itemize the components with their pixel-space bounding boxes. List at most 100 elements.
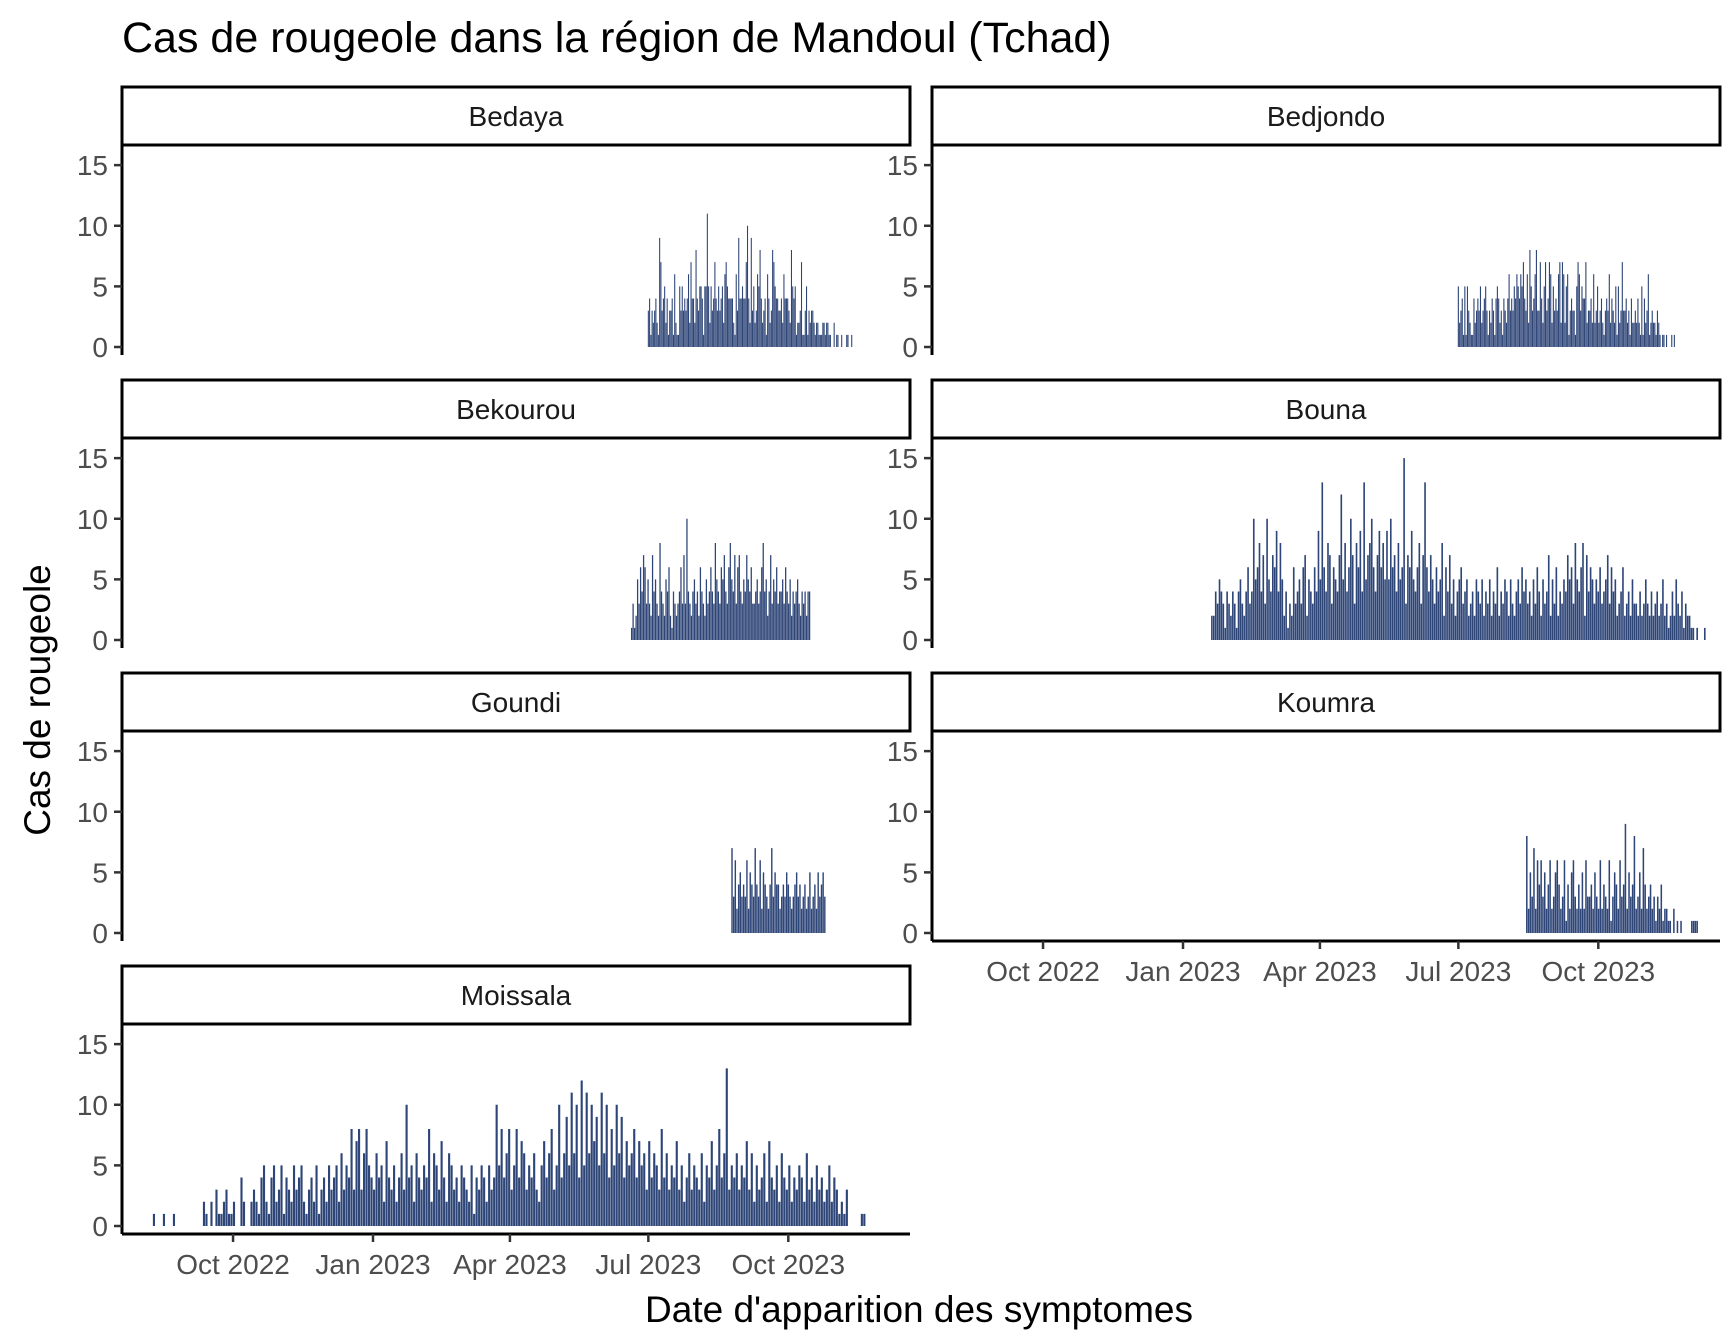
bar xyxy=(1635,908,1637,933)
bar xyxy=(628,1165,631,1226)
bar xyxy=(1495,298,1497,347)
bar xyxy=(687,591,690,640)
bar xyxy=(633,1129,636,1226)
bar xyxy=(767,615,769,640)
bar xyxy=(523,1153,526,1226)
bar xyxy=(1489,310,1491,347)
bar xyxy=(1558,884,1560,933)
bar xyxy=(1622,567,1624,640)
bar xyxy=(1671,591,1674,640)
bar xyxy=(799,884,801,933)
bar xyxy=(1573,310,1575,347)
bar xyxy=(378,1177,381,1226)
bar xyxy=(635,1177,638,1226)
bar xyxy=(448,1153,451,1226)
bar xyxy=(792,286,794,347)
bar xyxy=(780,298,782,347)
bar xyxy=(460,1165,463,1226)
bar xyxy=(613,1165,616,1226)
bar xyxy=(750,567,752,640)
bar xyxy=(1281,579,1284,640)
bar xyxy=(415,1153,418,1226)
bar xyxy=(1454,615,1457,640)
bar xyxy=(1214,591,1217,640)
bar xyxy=(660,591,663,640)
bar xyxy=(1330,603,1333,640)
bar xyxy=(1656,896,1659,933)
bar xyxy=(753,286,755,347)
bar xyxy=(740,298,742,347)
bar xyxy=(1528,322,1530,347)
bar xyxy=(508,1129,511,1226)
bar xyxy=(1658,908,1661,933)
bar xyxy=(1275,530,1278,640)
bar xyxy=(713,298,715,347)
bar xyxy=(1300,603,1303,640)
bar xyxy=(701,298,703,347)
bar xyxy=(805,1153,808,1226)
bar xyxy=(807,591,809,640)
bar xyxy=(726,286,728,347)
bar xyxy=(1601,603,1603,640)
bar xyxy=(827,322,829,347)
bar xyxy=(1410,530,1413,640)
bar xyxy=(785,1189,788,1226)
bar xyxy=(1542,896,1544,933)
bar xyxy=(694,322,696,347)
bar xyxy=(744,591,746,640)
bar xyxy=(740,591,742,640)
bar xyxy=(820,884,823,933)
facet-strip-bouna xyxy=(930,378,1722,440)
bar xyxy=(655,298,657,347)
bar xyxy=(365,1129,368,1226)
bar xyxy=(813,322,815,347)
bar xyxy=(495,1104,498,1226)
bar xyxy=(794,286,796,347)
bar xyxy=(292,1165,296,1226)
bar xyxy=(152,1213,156,1226)
bar xyxy=(674,603,676,640)
bar xyxy=(743,1177,746,1226)
bar xyxy=(1492,591,1495,640)
bar xyxy=(765,579,767,640)
bar xyxy=(720,298,722,347)
bar xyxy=(1422,555,1424,640)
bar xyxy=(771,603,773,640)
bar xyxy=(807,896,809,933)
bar xyxy=(652,322,654,347)
bar xyxy=(769,322,771,347)
bar xyxy=(1230,615,1232,640)
bar xyxy=(1533,298,1535,347)
bar xyxy=(558,1104,561,1226)
bar xyxy=(783,603,785,640)
bar xyxy=(653,1153,656,1226)
bar xyxy=(802,603,805,640)
bar xyxy=(1483,615,1485,640)
bar xyxy=(538,1201,541,1226)
bar xyxy=(709,322,711,347)
bar xyxy=(418,1177,421,1226)
bar xyxy=(678,1189,681,1226)
bar xyxy=(393,1165,396,1226)
bar xyxy=(1631,579,1634,640)
bar xyxy=(563,1153,566,1226)
bar xyxy=(500,1129,503,1226)
bar xyxy=(1549,615,1552,640)
bar xyxy=(1561,262,1564,347)
bar xyxy=(305,1213,308,1226)
bar xyxy=(620,1116,623,1226)
bar xyxy=(1603,334,1605,347)
bar xyxy=(297,1177,301,1226)
bar xyxy=(1357,567,1360,640)
bar xyxy=(761,567,763,640)
x-axis-title: Date d'apparition des symptomes xyxy=(645,1289,1193,1330)
bar xyxy=(1395,591,1398,640)
bar xyxy=(230,1213,233,1226)
bar xyxy=(1292,567,1295,640)
bar xyxy=(1654,603,1657,640)
bar xyxy=(821,334,823,347)
bar xyxy=(685,310,687,347)
bar xyxy=(654,310,656,347)
bar xyxy=(1587,591,1590,640)
bar xyxy=(667,334,669,347)
